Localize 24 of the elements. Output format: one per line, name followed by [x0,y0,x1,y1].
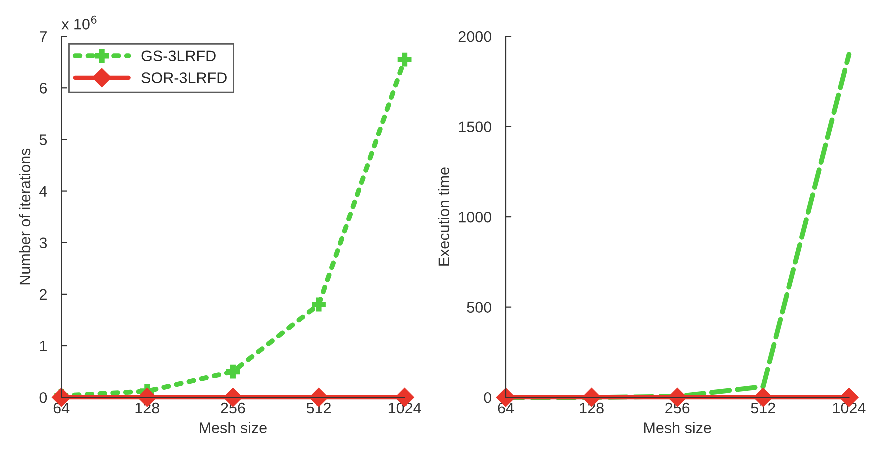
y-tick-label: 3 [40,238,48,249]
y-tick-label: 5 [40,134,48,146]
y-tick-label: 4 [40,186,48,197]
x-tick-label: 64 [54,402,70,414]
legend-label: SOR-3LRFD [142,72,227,84]
point [312,298,326,312]
y-tick-label: 2000 [458,31,492,42]
y-tick-label: 7 [40,32,47,42]
x-axis-title: Mesh size [200,422,267,434]
y-tick-label: 1500 [459,122,492,133]
legend-label: GS-3LRFD [142,50,216,62]
text: x 10$^{6}$ [62,16,97,30]
point [398,52,412,67]
x-axis-title: Mesh size [644,422,712,434]
y-axis-title: Number of iterations [19,148,31,285]
y-axis-title: Execution time [438,168,450,266]
y-tick-label: 0 [484,392,492,404]
y-tick-label: 2 [40,289,47,300]
y-tick-label: 0 [40,392,48,404]
y-tick-label: 1000 [459,212,492,223]
y-tick-label: 500 [467,302,492,314]
y-tick-label: 1 [40,341,47,352]
y-tick-label: 6 [40,83,48,94]
point [226,364,240,379]
